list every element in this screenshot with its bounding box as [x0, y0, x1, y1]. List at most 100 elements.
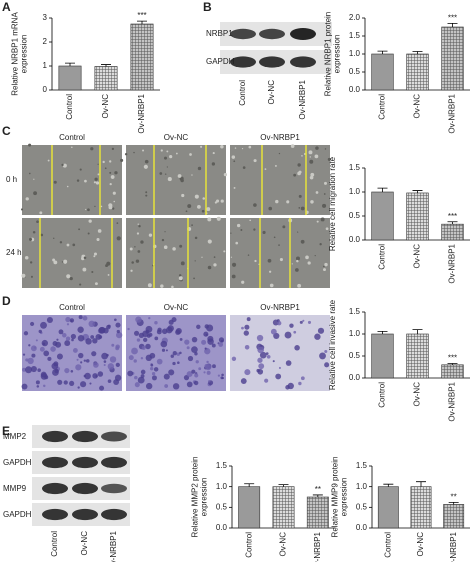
cell-stain [153, 367, 159, 372]
cell-speck [25, 197, 29, 201]
cell-speck [301, 155, 303, 157]
x-tick-label: Control [378, 244, 387, 270]
y-tick-label: 0.0 [349, 373, 361, 382]
cell-speck [84, 179, 87, 183]
cell-speck [94, 205, 96, 208]
cell-stain [70, 370, 74, 373]
cell-speck [83, 256, 87, 259]
y-tick-label: 1 [43, 61, 48, 70]
cell-stain [82, 315, 88, 321]
y-axis-label: expression [20, 35, 29, 74]
cell-stain [127, 370, 134, 377]
cell-stain [40, 321, 47, 329]
cell-stain [148, 316, 151, 320]
cell-speck [191, 174, 193, 176]
blot-band [42, 430, 68, 443]
micrograph [230, 218, 330, 288]
cell-stain [244, 345, 250, 350]
cell-stain [115, 362, 120, 367]
cell-speck [231, 274, 236, 279]
error-bar [447, 221, 458, 225]
cell-speck [47, 159, 50, 162]
cell-speck [278, 244, 280, 246]
cell-stain [243, 330, 249, 336]
significance-label: *** [137, 11, 146, 20]
x-tick-label: Control [244, 532, 253, 558]
cell-speck [134, 246, 136, 248]
cell-stain [27, 357, 34, 365]
cell-speck [207, 217, 212, 222]
y-tick-label: 0.5 [349, 67, 361, 76]
cell-stain [76, 358, 79, 361]
cell-speck [87, 232, 90, 235]
cell-speck [231, 262, 237, 267]
error-bar [412, 190, 423, 193]
cell-speck [53, 237, 55, 240]
cell-stain [93, 362, 99, 368]
cell-stain [83, 359, 87, 362]
cell-stain [257, 357, 263, 363]
cell-speck [28, 143, 32, 147]
cell-stain [246, 317, 251, 322]
cell-speck [148, 233, 153, 237]
y-tick-label: 1.5 [356, 461, 368, 470]
cell-speck [233, 186, 236, 189]
bar [371, 191, 394, 241]
x-tick-label: Ov-NRBP1 [449, 531, 458, 562]
cell-speck [171, 285, 174, 289]
cell-speck [315, 146, 319, 150]
lane-label: Ov-NRBP1 [298, 79, 307, 119]
cell-speck [223, 250, 226, 253]
cell-stain [78, 352, 84, 359]
significance-label: ** [315, 485, 321, 494]
cell-stain [193, 380, 199, 386]
cell-speck [315, 191, 319, 194]
band-label: GAPDH [3, 510, 32, 519]
cell-speck [33, 178, 35, 180]
cell-stain [57, 379, 63, 385]
cell-speck [79, 168, 82, 171]
x-tick-label: Ov-NC [279, 532, 288, 557]
column-header: Ov-NC [164, 303, 189, 312]
cell-speck [300, 206, 305, 211]
cell-speck [314, 154, 319, 159]
cell-speck [197, 166, 202, 171]
cell-speck [267, 258, 272, 263]
cell-speck [66, 185, 69, 188]
bar [306, 496, 329, 529]
cell-stain [298, 381, 302, 386]
micrograph [230, 145, 330, 215]
cell-stain [115, 322, 121, 328]
cell-stain [151, 371, 156, 376]
cell-stain [21, 383, 28, 390]
row-label: 0 h [6, 175, 17, 184]
cell-speck [191, 224, 193, 227]
cell-stain [179, 337, 183, 341]
cell-speck [124, 153, 128, 156]
column-header: Ov-NRBP1 [260, 133, 300, 142]
y-tick-label: 1.0 [349, 187, 361, 196]
bar [58, 65, 82, 91]
cell-stain [52, 369, 59, 376]
cell-speck [136, 232, 140, 235]
panel-letter: B [203, 0, 212, 14]
cell-stain [69, 380, 75, 386]
cell-speck [163, 245, 168, 250]
cell-speck [290, 144, 295, 148]
y-axis-label: expression [340, 478, 349, 517]
error-bar [412, 329, 423, 334]
error-bar [377, 330, 388, 334]
cell-speck [194, 236, 198, 240]
cell-speck [253, 203, 257, 207]
cell-stain [218, 337, 225, 343]
cell-stain [36, 385, 40, 388]
cell-speck [53, 260, 58, 265]
cell-speck [140, 240, 144, 244]
cell-speck [20, 208, 24, 211]
cell-stain [168, 369, 175, 376]
cell-speck [235, 241, 239, 245]
cell-speck [308, 150, 313, 155]
cell-speck [314, 255, 316, 257]
cell-speck [214, 201, 217, 204]
